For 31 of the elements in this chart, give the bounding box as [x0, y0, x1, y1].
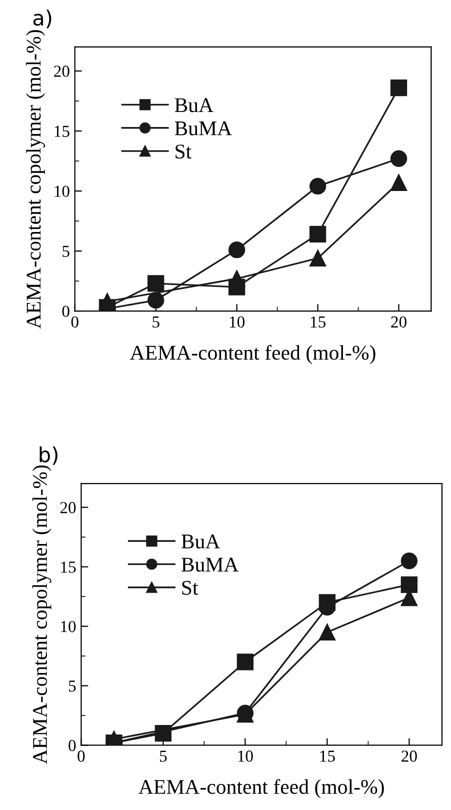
x-axis-title: AEMA-content feed (mol-%)	[138, 779, 384, 798]
legend-label: BuMA	[181, 558, 239, 572]
y-tick-label: 0	[62, 306, 70, 317]
legend-label: BuA	[181, 534, 220, 549]
x-tick-label: 15	[310, 316, 326, 328]
x-tick-label: 5	[152, 316, 160, 328]
x-tick-label: 10	[230, 316, 245, 328]
y-tick-label: 15	[61, 562, 76, 573]
y-tick-label: 20	[60, 502, 76, 514]
x-tick-label: 20	[391, 316, 406, 328]
y-axis-title: AEMA-content copolymer (mol-%)	[26, 30, 46, 329]
y-tick-label: 10	[54, 186, 70, 197]
x-tick-label: 15	[320, 750, 335, 762]
legend-label: St	[182, 580, 198, 595]
y-tick-label: 15	[54, 126, 70, 137]
x-axis-title: AEMA-content feed (mol-%)	[130, 344, 376, 364]
y-tick-label: 0	[68, 740, 76, 752]
legend-label: BuMA	[174, 121, 232, 136]
x-tick-label: 20	[402, 750, 417, 762]
y-tick-label: 20	[54, 66, 70, 77]
y-axis-title: AEMA-content copolymer (mol-%)	[32, 465, 52, 764]
y-tick-label: 5	[68, 680, 76, 692]
chart-title: a)	[33, 10, 52, 28]
legend-label: St	[176, 144, 192, 159]
x-tick-label: 5	[160, 750, 167, 762]
x-tick-label: 0	[78, 750, 85, 762]
x-tick-label: 10	[238, 750, 253, 762]
chart-title: b)	[40, 446, 58, 465]
legend-label: BuA	[174, 98, 214, 112]
y-tick-label: 5	[62, 246, 70, 257]
y-tick-label: 10	[61, 620, 76, 632]
